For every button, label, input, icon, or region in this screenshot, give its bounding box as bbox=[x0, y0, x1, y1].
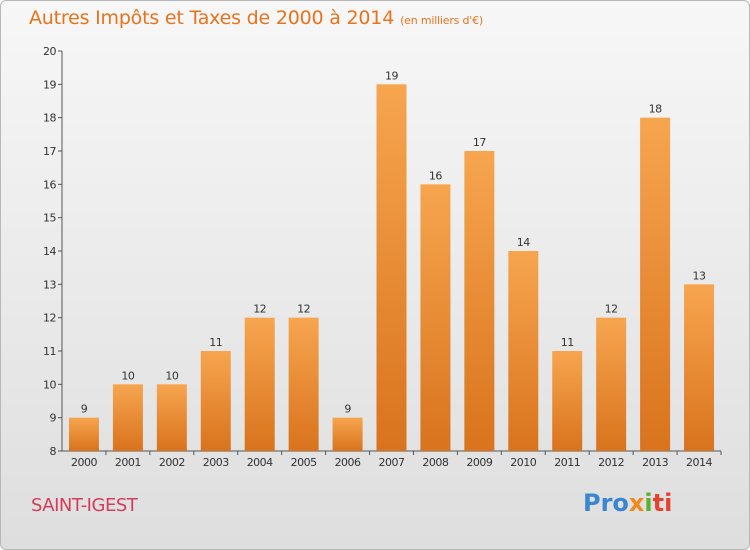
y-tick-label: 12 bbox=[43, 312, 56, 325]
proxiti-logo: Proxiti bbox=[583, 489, 672, 517]
x-tick-label: 2002 bbox=[159, 456, 185, 469]
x-tick-label: 2006 bbox=[335, 456, 361, 469]
y-tick-label: 8 bbox=[50, 445, 57, 458]
bar-2003 bbox=[200, 351, 231, 451]
chart-title: Autres Impôts et Taxes de 2000 à 2014 (en… bbox=[29, 7, 483, 29]
y-tick-label: 20 bbox=[43, 45, 56, 58]
chart-unit: (en milliers d'€) bbox=[400, 14, 483, 27]
x-tick-label: 2001 bbox=[115, 456, 141, 469]
bar-value-label: 14 bbox=[517, 236, 530, 249]
x-tick-label: 2012 bbox=[598, 456, 624, 469]
bar-value-label: 10 bbox=[165, 369, 178, 382]
x-tick-label: 2011 bbox=[554, 456, 580, 469]
commune-name: SAINT-IGEST bbox=[31, 495, 138, 516]
bar-2005 bbox=[288, 317, 319, 451]
logo-part-2: x bbox=[628, 489, 645, 517]
x-tick-label: 2010 bbox=[510, 456, 536, 469]
bar-value-label: 17 bbox=[473, 136, 486, 149]
bar-2007 bbox=[376, 84, 407, 451]
bar-value-label: 12 bbox=[253, 303, 266, 316]
y-tick-label: 16 bbox=[43, 178, 56, 191]
bar-2012 bbox=[596, 317, 627, 451]
x-tick-label: 2009 bbox=[466, 456, 492, 469]
y-tick-label: 18 bbox=[43, 112, 56, 125]
y-tick-label: 13 bbox=[43, 278, 56, 291]
y-tick-label: 17 bbox=[43, 145, 56, 158]
bar-value-label: 13 bbox=[693, 269, 706, 282]
bar-2001 bbox=[112, 384, 143, 451]
bar-value-label: 19 bbox=[385, 69, 398, 82]
bars: 9 10 10 11 12 12 9 19 16 17 14 11 12 18 13 bbox=[68, 69, 715, 452]
y-tick-label: 10 bbox=[43, 378, 56, 391]
bar-value-label: 9 bbox=[344, 403, 351, 416]
y-tick-label: 19 bbox=[43, 78, 56, 91]
x-tick-label: 2007 bbox=[379, 456, 405, 469]
x-tick-label: 2004 bbox=[247, 456, 273, 469]
bar-value-label: 16 bbox=[429, 169, 442, 182]
chart-title-text: Autres Impôts et Taxes de 2000 à 2014 bbox=[29, 7, 395, 29]
bar-value-label: 10 bbox=[121, 369, 134, 382]
logo-part-4: ti bbox=[652, 489, 673, 517]
bar-2014 bbox=[684, 284, 715, 451]
logo-part-3: i bbox=[644, 489, 653, 517]
bar-value-label: 9 bbox=[81, 403, 88, 416]
bar-value-label: 12 bbox=[605, 303, 618, 316]
bar-2013 bbox=[640, 117, 671, 452]
bar-2010 bbox=[508, 251, 539, 451]
x-tick-label: 2000 bbox=[71, 456, 97, 469]
logo-part-1: Pro bbox=[583, 489, 629, 517]
x-tick-label: 2008 bbox=[422, 456, 448, 469]
y-tick-label: 9 bbox=[50, 412, 57, 425]
y-tick-label: 14 bbox=[43, 245, 56, 258]
bar-value-label: 11 bbox=[209, 336, 222, 349]
bar-2006 bbox=[332, 417, 363, 451]
bar-2002 bbox=[156, 384, 187, 451]
x-tick-label: 2014 bbox=[686, 456, 712, 469]
bar-2009 bbox=[464, 151, 495, 451]
bar-2004 bbox=[244, 317, 275, 451]
x-tick-label: 2003 bbox=[203, 456, 229, 469]
x-tick-label: 2013 bbox=[642, 456, 668, 469]
bar-2008 bbox=[420, 184, 451, 452]
bar-2000 bbox=[68, 417, 99, 451]
x-tick-label: 2005 bbox=[291, 456, 317, 469]
bar-value-label: 12 bbox=[297, 303, 310, 316]
y-tick-label: 15 bbox=[43, 212, 56, 225]
bar-value-label: 18 bbox=[649, 103, 662, 116]
y-tick-label: 11 bbox=[43, 345, 56, 358]
bar-2011 bbox=[552, 351, 583, 451]
bar-value-label: 11 bbox=[561, 336, 574, 349]
